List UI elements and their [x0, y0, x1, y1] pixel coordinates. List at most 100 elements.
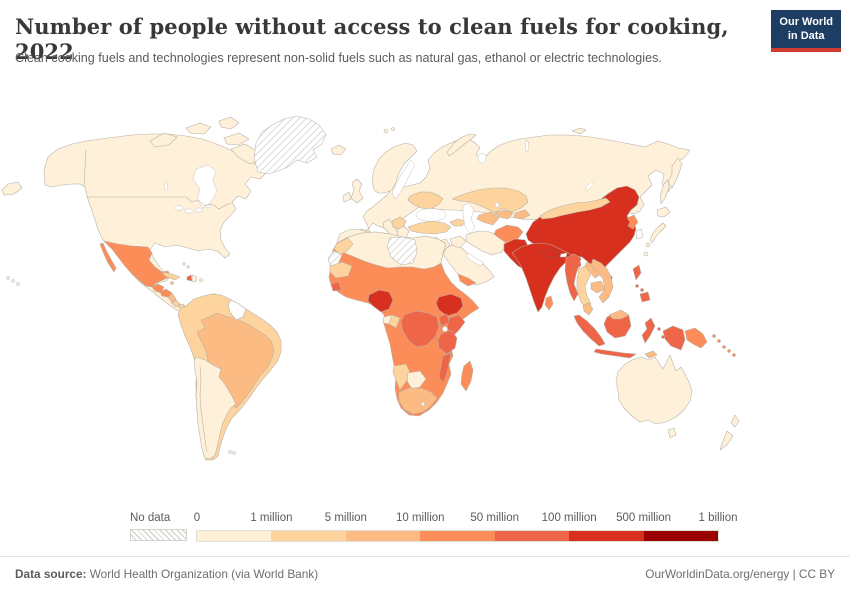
region-solomon-islands[interactable] [732, 353, 736, 357]
region-cambodia[interactable] [590, 280, 606, 294]
region-png-island[interactable] [712, 334, 716, 338]
region-kyrgyzstan-tajikistan[interactable] [513, 209, 531, 220]
region-malaysia-peninsula[interactable] [582, 302, 594, 316]
region-guyanas[interactable] [227, 299, 247, 321]
region-dr-congo[interactable] [400, 310, 440, 348]
region-puerto-rico[interactable] [199, 278, 203, 282]
region-bhutan[interactable] [559, 252, 568, 258]
region-bahamas[interactable] [186, 265, 190, 269]
region-mauritania[interactable] [329, 261, 353, 279]
region-namibia[interactable] [392, 363, 411, 391]
region-japan-hokkaido[interactable] [656, 206, 671, 218]
region-arctic-island[interactable] [223, 132, 250, 146]
region-hawaii[interactable] [11, 279, 15, 283]
region-falkland[interactable] [232, 451, 236, 455]
region-nigeria[interactable] [367, 289, 394, 313]
legend-no-data-swatch[interactable] [130, 529, 187, 541]
region-tasmania[interactable] [667, 427, 677, 439]
region-myanmar[interactable] [564, 253, 582, 302]
region-solomon-islands[interactable] [722, 345, 726, 349]
region-botswana[interactable] [406, 370, 427, 390]
region-iraq[interactable] [449, 235, 467, 249]
region-scandinavia[interactable] [371, 142, 418, 194]
region-japan-honshu[interactable] [649, 222, 667, 244]
region-india[interactable] [511, 242, 579, 313]
region-mongolia[interactable] [539, 197, 611, 220]
region-uzbekistan[interactable] [494, 209, 514, 220]
region-indonesia-sumatra[interactable] [573, 314, 606, 347]
region-ireland[interactable] [342, 191, 352, 203]
region-timor[interactable] [644, 350, 658, 359]
region-south-africa[interactable] [398, 387, 438, 415]
region-philippines-luzon[interactable] [632, 264, 642, 281]
region-morocco[interactable] [333, 237, 354, 256]
region-kazakhstan[interactable] [451, 187, 529, 214]
legend-no-data[interactable]: No data [130, 512, 187, 541]
region-arctic-island[interactable] [185, 122, 212, 135]
region-madagascar[interactable] [460, 360, 474, 392]
region-iran[interactable] [465, 230, 507, 256]
region-mozambique[interactable] [438, 352, 452, 384]
region-lesotho[interactable] [420, 401, 426, 407]
region-ethiopia[interactable] [435, 293, 464, 317]
region-guatemala[interactable] [151, 283, 165, 294]
region-indonesia-moluccas[interactable] [657, 327, 661, 331]
legend-bin[interactable] [420, 531, 495, 541]
region-cuba[interactable] [161, 271, 181, 281]
region-philippines-visayas[interactable] [635, 284, 639, 288]
region-philippines-visayas[interactable] [640, 288, 644, 292]
footer-license-link[interactable]: OurWorldinData.org/energy | CC BY [645, 567, 835, 581]
region-indonesia-java[interactable] [593, 348, 637, 359]
region-sakhalin[interactable] [659, 179, 670, 205]
region-guinea[interactable] [330, 281, 342, 292]
region-svalbard[interactable] [383, 128, 389, 134]
region-svalbard[interactable] [391, 127, 395, 131]
legend-bin[interactable] [345, 531, 421, 541]
region-south-korea[interactable] [635, 228, 644, 240]
region-falkland[interactable] [228, 450, 232, 454]
region-greenland[interactable] [253, 115, 327, 175]
region-arctic-island[interactable] [149, 132, 178, 148]
owid-logo[interactable]: Our World in Data [771, 10, 841, 52]
region-nicaragua[interactable] [167, 292, 177, 304]
region-saudi-arabia[interactable] [443, 244, 495, 286]
region-libya[interactable] [386, 236, 418, 266]
region-hawaii[interactable] [16, 282, 20, 286]
region-new-zealand-north[interactable] [730, 414, 740, 428]
region-turkmenistan[interactable] [476, 211, 500, 226]
region-indonesia-sulawesi[interactable] [641, 317, 656, 344]
region-australia[interactable] [615, 354, 693, 425]
legend-bin[interactable] [494, 531, 570, 541]
region-haiti[interactable] [186, 274, 193, 282]
legend-bin[interactable] [271, 531, 346, 541]
region-solomon-islands[interactable] [727, 349, 731, 353]
region-arctic-island[interactable] [218, 116, 240, 130]
region-iceland[interactable] [330, 144, 347, 156]
region-north-korea[interactable] [626, 214, 639, 230]
region-hawaii[interactable] [6, 276, 10, 280]
region-caucasus[interactable] [449, 218, 467, 227]
region-png-island[interactable] [717, 339, 721, 343]
region-nepal[interactable] [540, 248, 560, 258]
region-bahamas[interactable] [182, 262, 186, 266]
region-turkey[interactable] [407, 220, 452, 235]
region-novaya-zemlya[interactable] [446, 133, 477, 157]
region-tanzania[interactable] [437, 329, 458, 355]
region-indonesia-papua[interactable] [662, 325, 686, 351]
region-congo[interactable] [388, 314, 401, 329]
region-argentina-chile[interactable] [193, 356, 237, 460]
region-taiwan[interactable] [643, 251, 649, 257]
region-sri-lanka[interactable] [544, 295, 554, 311]
region-vietnam[interactable] [590, 258, 614, 304]
legend-bin[interactable] [643, 531, 718, 541]
region-brazil[interactable] [196, 312, 275, 409]
region-philippines-mindanao[interactable] [639, 291, 651, 303]
region-ukraine[interactable] [407, 191, 444, 210]
region-kamchatka[interactable] [667, 157, 683, 189]
region-japan-kyushu[interactable] [645, 242, 651, 248]
region-costa-rica[interactable] [171, 299, 181, 308]
region-united-kingdom[interactable] [350, 178, 364, 204]
region-mexico[interactable] [103, 240, 172, 288]
region-jamaica[interactable] [170, 281, 174, 285]
legend-bin[interactable] [569, 531, 644, 541]
